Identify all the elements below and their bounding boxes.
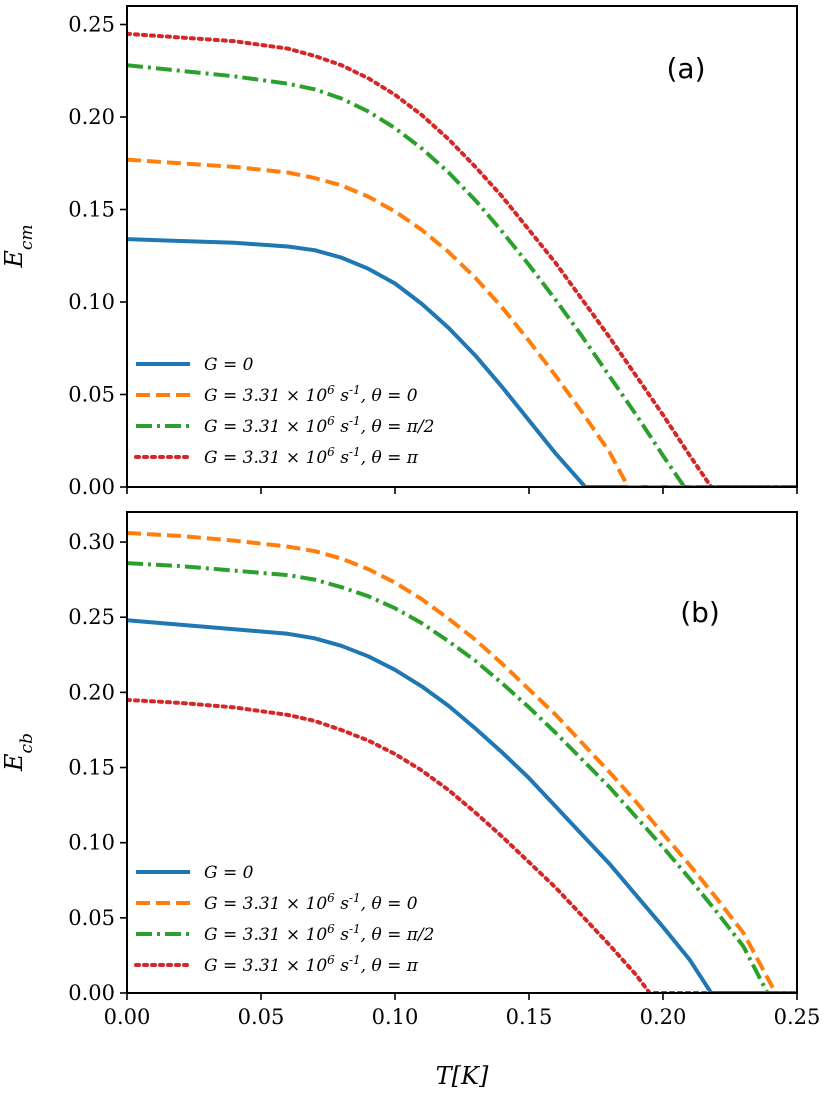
series-line-3: [127, 561, 797, 993]
plot-frame: [126, 5, 798, 488]
legend: G = 0 G = 3.31 × 106 s-1, θ = 0 G = 3.31 ×…: [134, 355, 434, 468]
series-group: [127, 31, 797, 487]
panel-label: (a): [666, 52, 705, 85]
panel-a: 0.00 0.05 0.10 0.15 0.20 0.25 (a) Ecm G = 0 G = 3…: [0, 5, 798, 499]
panel-b: 0.00 0.05 0.10 0.15 0.20 0.25 0.30 0.00 0.05 0.10…: [0, 511, 821, 1029]
series-line-4: [127, 31, 797, 487]
legend-entry: G = 3.31 × 106 s-1, θ = π/2: [204, 414, 434, 437]
y-tick-label: 0.25: [68, 13, 115, 37]
y-tick-label: 0.00: [68, 475, 115, 499]
legend-entry: G = 3.31 × 106 s-1, θ = π: [204, 953, 419, 976]
legend-entry: G = 3.31 × 106 s-1, θ = 0: [204, 383, 418, 406]
plot-frame: [126, 511, 798, 994]
legend: G = 0 G = 3.31 × 106 s-1, θ = 0 G = 3.31 ×…: [134, 863, 434, 976]
x-tick-label: 0.00: [104, 1005, 151, 1029]
y-tick-label: 0.25: [68, 605, 115, 629]
series-line-3: [127, 63, 797, 487]
y-axis-label: Ecm: [0, 224, 37, 268]
series-line-2: [127, 531, 797, 993]
y-axis-label: Ecb: [0, 733, 37, 772]
x-tick-label: 0.25: [774, 1005, 821, 1029]
y-tick-label: 0.15: [68, 756, 115, 780]
y-tick-label: 0.00: [68, 981, 115, 1005]
series-line-1: [127, 618, 797, 993]
y-tick-label: 0.05: [68, 906, 115, 930]
series-line-2: [127, 157, 797, 487]
y-tick-label: 0.05: [68, 383, 115, 407]
legend-entry: G = 3.31 × 106 s-1, θ = 0: [204, 891, 418, 914]
y-tick-label: 0.10: [68, 290, 115, 314]
x-tick-label: 0.20: [640, 1005, 687, 1029]
legend-entry: G = 3.31 × 106 s-1, θ = π: [204, 445, 419, 468]
y-tick-label: 0.30: [68, 530, 115, 554]
x-tick-label: 0.15: [506, 1005, 553, 1029]
legend-entry: G = 0: [204, 863, 254, 883]
x-axis-label: T[K]: [436, 1062, 489, 1090]
series-group: [127, 531, 797, 993]
y-tick-label: 0.10: [68, 831, 115, 855]
x-tick-label: 0.10: [372, 1005, 419, 1029]
y-tick-label: 0.20: [68, 680, 115, 704]
legend-entry: G = 3.31 × 106 s-1, θ = π/2: [204, 922, 434, 945]
legend-entry: G = 0: [204, 355, 254, 375]
x-tick-label: 0.05: [238, 1005, 285, 1029]
series-line-1: [127, 237, 797, 487]
y-tick-label: 0.15: [68, 198, 115, 222]
y-tick-label: 0.20: [68, 105, 115, 129]
panel-label: (b): [680, 596, 720, 629]
series-line-4: [127, 697, 797, 993]
